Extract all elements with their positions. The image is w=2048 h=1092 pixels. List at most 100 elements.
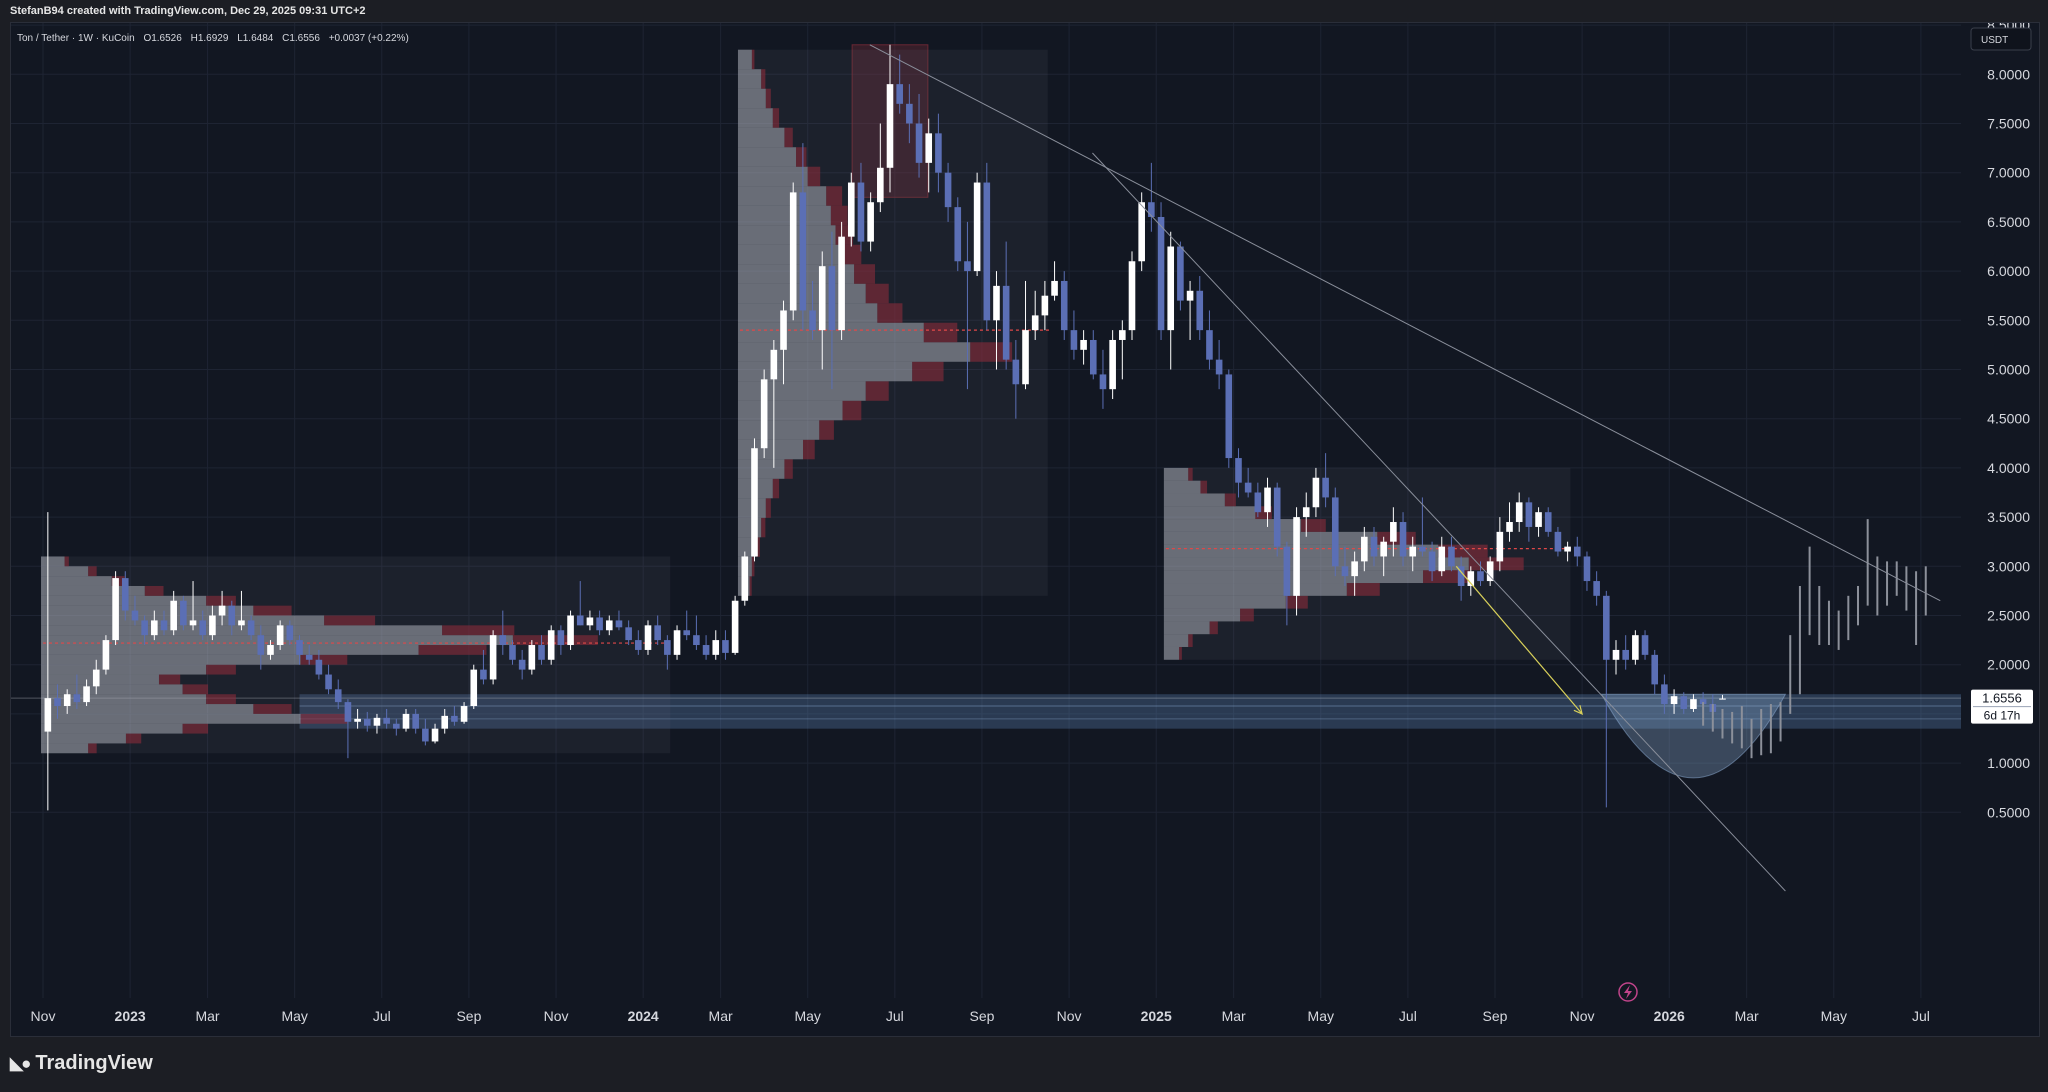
volume-profile-bin [41, 743, 89, 754]
candle-body [1119, 330, 1126, 340]
candle-body [1690, 699, 1697, 709]
candlestick-chart[interactable]: 9.50009.00008.50008.00007.50007.00006.50… [11, 23, 2039, 1036]
candle-body [112, 578, 119, 641]
candle-body [1138, 202, 1145, 262]
current-price-tag: 1.6556 6d 17h [1971, 689, 2033, 724]
candle-body [412, 713, 419, 729]
volume-profile-bin-sell [206, 664, 236, 675]
volume-profile-bin-sell [877, 303, 903, 323]
volume-profile-bin-sell [970, 342, 1013, 362]
volume-profile-bin [41, 556, 65, 567]
candle-body [605, 620, 613, 631]
candle-body [1206, 330, 1213, 360]
volume-profile-bin-sell [761, 517, 766, 538]
volume-profile-bin-sell [830, 205, 848, 226]
candle-body [499, 635, 507, 646]
candle-body [170, 600, 177, 631]
price-tick: 2.0000 [1987, 657, 2030, 673]
candle-body [886, 84, 894, 168]
candle-body [286, 625, 294, 641]
candle-body [1099, 374, 1107, 390]
time-tick: May [794, 1008, 820, 1024]
volume-profile-bin [1163, 506, 1256, 520]
drawings-layer[interactable] [869, 44, 1941, 892]
candle-body [1070, 330, 1078, 350]
candle-body [102, 640, 110, 670]
volume-profile-bin-sell [206, 595, 236, 606]
candle-body [1428, 551, 1436, 572]
volume-profile-bin-sell [865, 283, 889, 304]
price-axis[interactable]: 9.50009.00008.50008.00007.50007.00006.50… [1987, 23, 2030, 820]
price-tick: 6.5000 [1987, 214, 2030, 230]
volume-profile-bin-sell [418, 645, 487, 655]
candle-body [1264, 487, 1271, 513]
currency-badge[interactable]: USDT [1970, 27, 2032, 51]
candle-body [818, 266, 826, 331]
candle-body [760, 379, 768, 449]
candle-body [1235, 458, 1242, 483]
candle-body [664, 640, 671, 655]
candle-body [1060, 280, 1068, 331]
candle-body [73, 694, 81, 703]
candle-body [325, 674, 332, 690]
candle-body [654, 625, 661, 641]
candle-body [141, 620, 148, 636]
time-tick: Jul [1912, 1008, 1930, 1024]
candle-body [383, 717, 390, 724]
candle-body [770, 349, 778, 380]
time-tick: May [281, 1008, 307, 1024]
candle-body [1080, 339, 1087, 350]
candle-body [92, 669, 100, 687]
volume-profile-bin [1163, 608, 1241, 622]
candle-body [218, 605, 226, 616]
candle-body [741, 556, 749, 601]
candle-body [238, 620, 245, 626]
currency-label: USDT [1981, 35, 2008, 46]
time-tick: Mar [1735, 1008, 1759, 1024]
candle-body [1283, 546, 1291, 596]
ohlc-open: O1.6526 [143, 33, 182, 44]
candle-body [431, 728, 439, 742]
candle-body [1661, 684, 1668, 705]
volume-profile-bin [737, 88, 766, 109]
candle-body [828, 266, 836, 331]
candle-body [867, 202, 874, 242]
candle-body [635, 640, 642, 650]
logo-mark-icon: ◣● [10, 1054, 31, 1073]
candle-body [702, 645, 710, 655]
volume-profile-bin [41, 664, 207, 675]
time-tick: May [1308, 1008, 1334, 1024]
volume-profile-bin [1163, 646, 1180, 660]
candle-body [751, 448, 758, 557]
candle-body [1293, 517, 1300, 596]
candle-body [373, 717, 381, 726]
volume-profile-bin-sell [854, 264, 876, 284]
volume-profile-bin-sell [300, 713, 348, 724]
flash-icon[interactable] [1618, 982, 1638, 1002]
candle-body [1515, 502, 1523, 523]
ohlc-change: +0.0037 (+0.22%) [329, 33, 409, 44]
volume-profile-bin [1163, 519, 1302, 532]
tradingview-logo[interactable]: ◣● TradingView [10, 1052, 153, 1075]
candle-body [1670, 696, 1678, 705]
volume-profile-bin-sell [1209, 621, 1218, 635]
time-tick: Nov [544, 1008, 569, 1024]
candle-body [954, 207, 962, 262]
time-axis[interactable]: Nov 2023 Mar May Jul Sep Nov 2024 Mar May Jul Sep No… [31, 1008, 1930, 1024]
candle-body [1477, 571, 1484, 582]
price-tick: 6.0000 [1987, 263, 2030, 279]
candle-body [615, 620, 623, 628]
price-tick: 5.5000 [1987, 312, 2030, 328]
volume-profile-bin-sell [784, 127, 793, 148]
volume-profile-bin [737, 439, 804, 460]
candle-body [586, 617, 594, 626]
candle-body [1593, 581, 1600, 596]
candle-body [1186, 290, 1194, 301]
volume-profile-bin [737, 108, 773, 128]
chart-frame[interactable]: 9.50009.00008.50008.00007.50007.00006.50… [10, 22, 2040, 1037]
candle-body [722, 640, 729, 653]
volume-profile-bin [41, 576, 112, 586]
candle-body [1089, 339, 1097, 375]
candle-body [344, 702, 352, 722]
candle-body [63, 694, 71, 707]
